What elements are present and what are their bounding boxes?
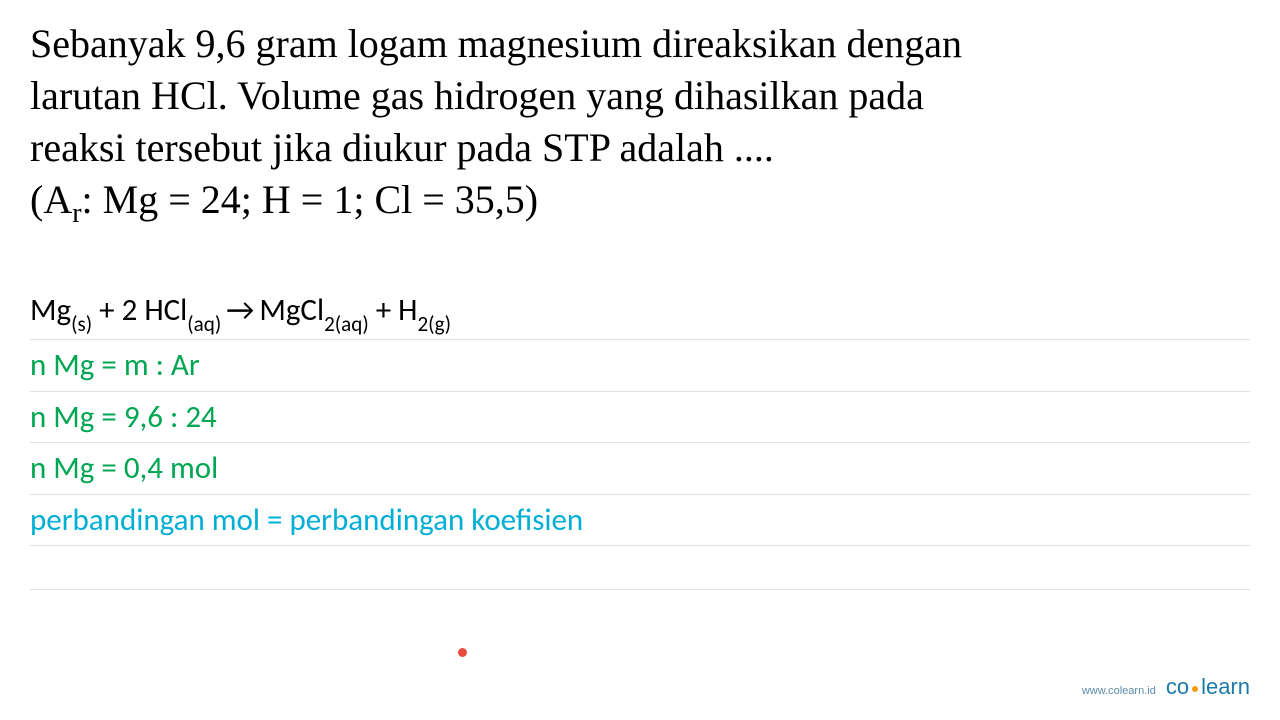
work-mol-substitution: n Mg = 9,6 : 24 [30, 394, 1250, 444]
eq-hcl-sub: (aq) [187, 311, 221, 337]
problem-line-3: reaksi tersebut jika diukur pada STP ada… [30, 122, 1250, 174]
eq-hcl: + 2 HCl [92, 291, 187, 329]
eq-mg-sub: (s) [71, 311, 92, 337]
problem-statement: Sebanyak 9,6 gram logam magnesium direak… [30, 18, 1250, 232]
logo-co: co [1166, 674, 1189, 699]
problem-line-4: (Ar: Mg = 24; H = 1; Cl = 35,5) [30, 174, 1250, 232]
solution-work-area: Mg(s) + 2 HCl(aq) → MgCl2(aq) + H2(g) n … [30, 287, 1250, 590]
eq-arrow: → [226, 287, 254, 334]
work-mol-formula: n Mg = m : Ar [30, 342, 1250, 392]
logo-learn: learn [1201, 674, 1250, 699]
ar-subscript: r [72, 198, 81, 229]
work-mol-result: n Mg = 0,4 mol [30, 445, 1250, 495]
footer-branding: www.colearn.id colearn [1082, 674, 1250, 700]
problem-line-2: larutan HCl. Volume gas hidrogen yang di… [30, 70, 1250, 122]
footer-logo: colearn [1166, 674, 1250, 700]
ar-prefix: (A [30, 177, 72, 222]
footer-url: www.colearn.id [1082, 685, 1156, 697]
problem-line-1: Sebanyak 9,6 gram logam magnesium direak… [30, 18, 1250, 70]
work-ratio-statement: perbandingan mol = perbandingan koefisie… [30, 497, 1250, 547]
eq-mgcl-sub: 2(aq) [324, 311, 369, 337]
eq-mgcl: MgCl [259, 291, 324, 329]
laser-pointer-dot [458, 648, 467, 657]
ar-values: : Mg = 24; H = 1; Cl = 35,5) [82, 177, 539, 222]
eq-mg: Mg [30, 291, 71, 329]
logo-dot-icon [1192, 686, 1198, 692]
equation-line: Mg(s) + 2 HCl(aq) → MgCl2(aq) + H2(g) [30, 287, 1250, 340]
eq-h2-sub: 2(g) [418, 311, 452, 337]
empty-line [30, 548, 1250, 590]
eq-h2: + H [369, 291, 418, 329]
